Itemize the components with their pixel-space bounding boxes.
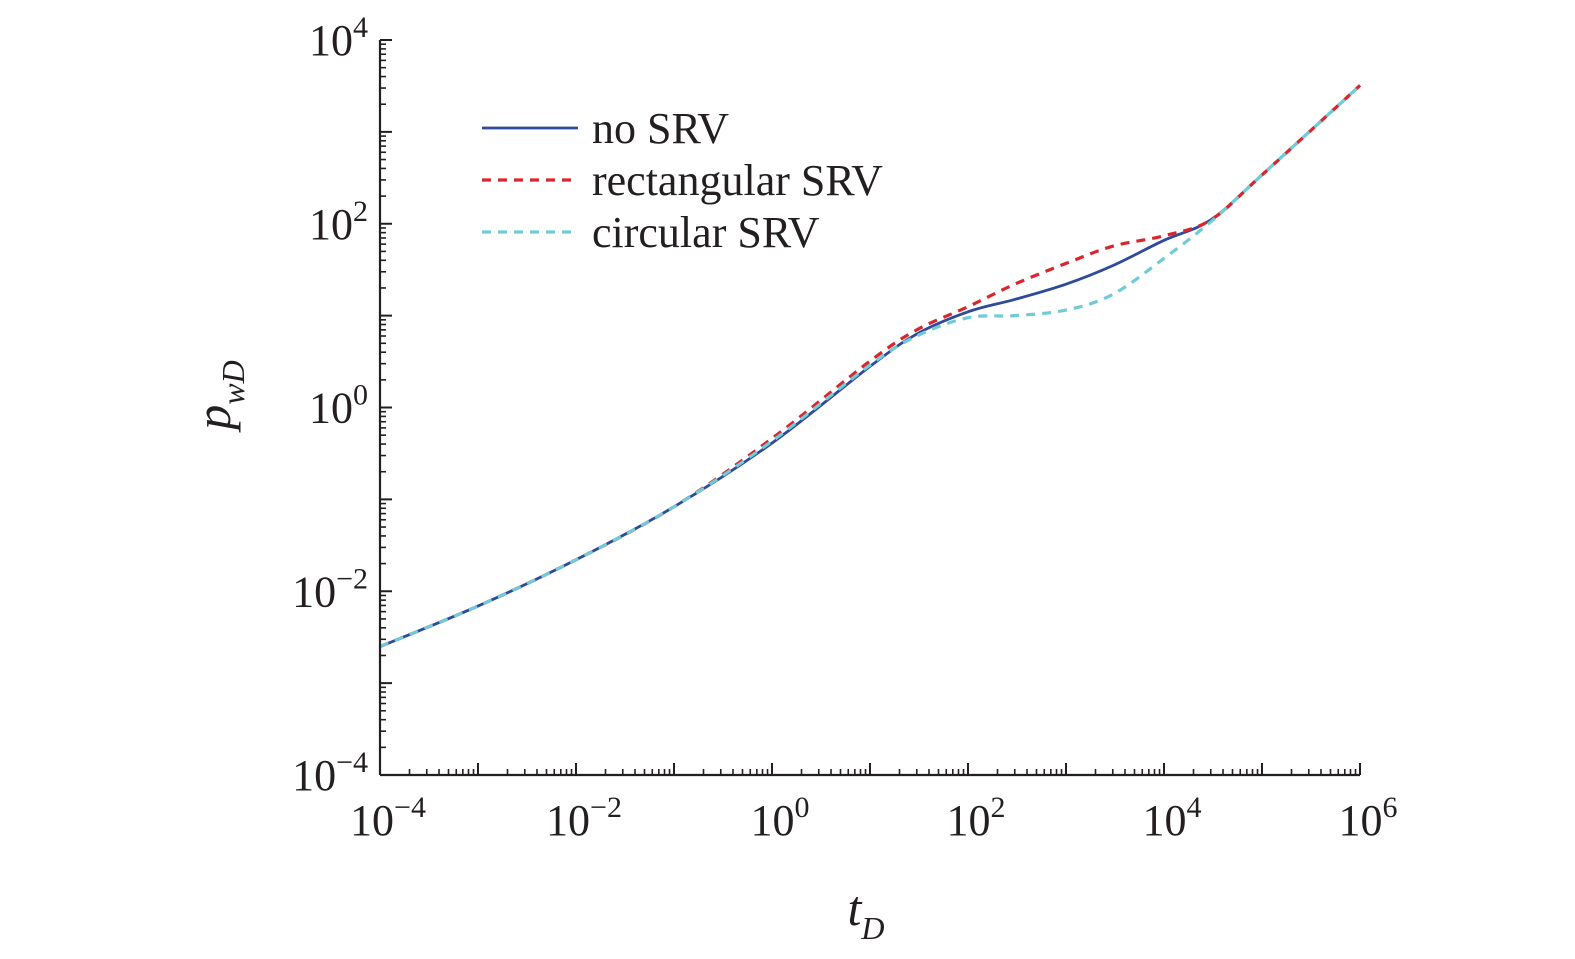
legend-label-no-srv: no SRV bbox=[592, 104, 729, 153]
x-tick-label: 10−4 bbox=[350, 791, 426, 845]
y-tick-label: 104 bbox=[309, 11, 368, 65]
x-tick-label: 106 bbox=[1339, 791, 1398, 845]
x-tick-label: 100 bbox=[751, 791, 810, 845]
series-line-circular-srv bbox=[379, 84, 1362, 649]
y-tick-label: 10−2 bbox=[292, 562, 368, 616]
label-layer: 10−4 10−2 100 102 104 106 10−4 10−2 100 102 104 tD p… bbox=[185, 11, 1398, 946]
x-tick-label: 102 bbox=[947, 791, 1006, 845]
x-tick-label: 104 bbox=[1143, 791, 1202, 845]
legend-label-rectangular-srv: rectangular SRV bbox=[592, 156, 883, 205]
y-axis-title: pwD bbox=[185, 360, 251, 432]
y-tick-label: 100 bbox=[309, 379, 368, 433]
y-tick-label: 10−4 bbox=[292, 746, 368, 800]
x-tick-label: 10−2 bbox=[546, 791, 622, 845]
series-layer bbox=[379, 84, 1362, 649]
y-tick-label: 102 bbox=[309, 195, 368, 249]
axis-layer bbox=[378, 39, 1361, 777]
legend-label-circular-srv: circular SRV bbox=[592, 208, 820, 257]
x-axis-title: tD bbox=[847, 880, 884, 946]
